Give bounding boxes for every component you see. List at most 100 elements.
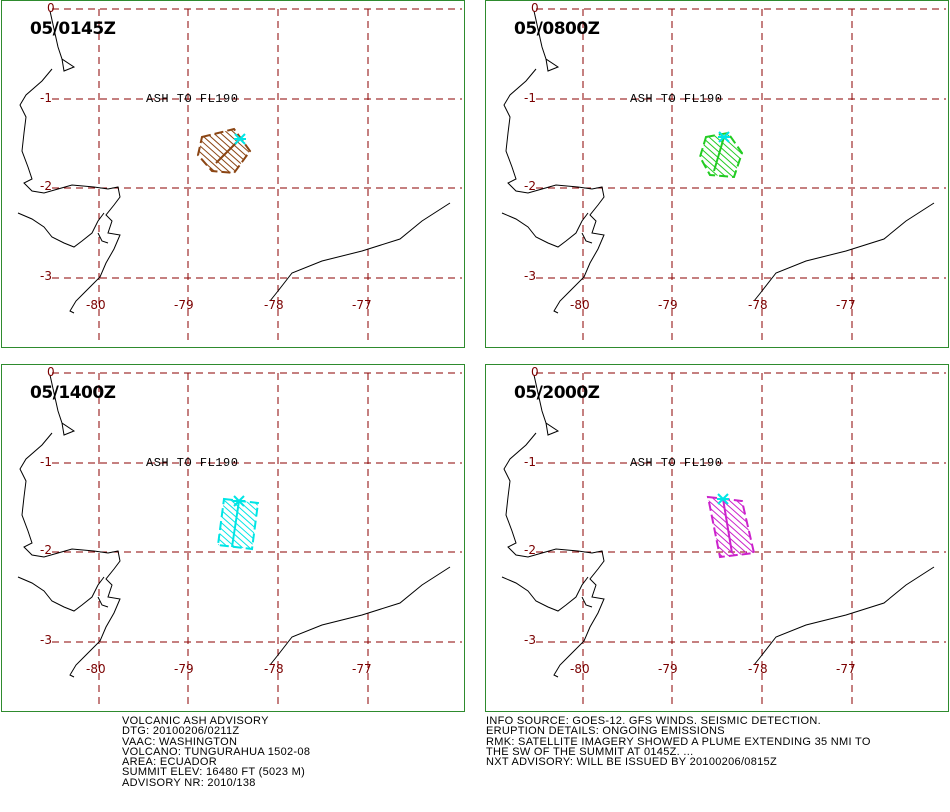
lon-label-79: -79	[174, 662, 194, 676]
lat-label-1: -1	[524, 91, 536, 105]
hatch-line	[267, 81, 447, 241]
hatch-line	[217, 129, 250, 173]
hatch-line	[198, 129, 250, 173]
hatch-line	[729, 133, 742, 177]
coastline	[17, 374, 451, 678]
hatch-line	[198, 129, 250, 173]
ash-plume-polygon	[2, 445, 465, 605]
coastline	[17, 10, 451, 314]
hatch-line	[330, 445, 465, 605]
hatch-line	[260, 445, 440, 605]
valid-time-label: 05/2000Z	[514, 383, 600, 403]
volcano-icon	[234, 133, 246, 145]
hatch-line	[486, 445, 630, 605]
hatch-line	[800, 445, 949, 605]
hatch-line	[316, 445, 465, 605]
lat-label-1: -1	[40, 455, 52, 469]
valid-time-label: 05/0145Z	[30, 19, 116, 39]
hatch-line	[245, 499, 258, 549]
coastline-path	[501, 374, 605, 678]
hatch-line	[2, 81, 132, 241]
next-advisory: NXT ADVISORY: WILL BE ISSUED BY 20100206…	[486, 756, 777, 769]
hatch-line	[807, 81, 949, 241]
hatch-line	[238, 499, 258, 549]
advisory-summit-elev: SUMMIT ELEV: 16480 FT (5023 M)	[122, 766, 306, 779]
hatch-line	[765, 445, 945, 605]
hatch-line	[821, 81, 949, 241]
hatch-line	[267, 445, 447, 605]
lat-label-0: 0	[47, 365, 55, 379]
hatch-line	[245, 129, 250, 173]
map-panel-2000z: 05/2000Z ASH TO FL190 0 -1 -2 -3 -80 -79…	[485, 364, 949, 712]
hatch-line	[231, 129, 250, 173]
hatch-line	[198, 129, 250, 173]
remarks-line-2: THE SW OF THE SUMMIT AT 0145Z. ...	[486, 745, 694, 758]
hatch-line	[700, 133, 742, 177]
hatch-line	[218, 499, 258, 549]
map-canvas	[486, 372, 949, 705]
advisory-header-block: VOLCANIC ASH ADVISORY DTG: 20100206/0211…	[122, 715, 310, 788]
hatch-line	[700, 133, 742, 177]
coastline-path	[17, 374, 121, 678]
hatch-line	[344, 445, 465, 605]
coastline	[501, 374, 935, 678]
hatch-line	[779, 81, 949, 241]
lon-label-77: -77	[836, 662, 856, 676]
lat-lon-grid	[52, 8, 462, 341]
advisory-dtg: DTG: 20100206/0211Z	[122, 725, 240, 738]
hatch-line	[486, 445, 623, 605]
hatch-line	[224, 129, 250, 173]
border-line	[269, 566, 451, 666]
plume-hatching	[2, 445, 465, 605]
hatch-line	[700, 133, 742, 177]
border-line	[753, 566, 935, 666]
hatch-line	[218, 499, 258, 549]
ash-height-label: ASH TO FL190	[146, 456, 239, 470]
hatch-line	[198, 129, 250, 173]
hatch-line	[758, 445, 938, 605]
lon-label-77: -77	[352, 662, 372, 676]
hatch-line	[765, 81, 945, 241]
lat-label-2: -2	[524, 543, 536, 557]
lat-label-0: 0	[531, 365, 539, 379]
hatch-line	[786, 445, 949, 605]
hatch-line	[708, 497, 754, 557]
coastline	[501, 10, 935, 314]
valid-time-label: 05/0800Z	[514, 19, 600, 39]
remarks-line-1: RMK: SATELLITE IMAGERY SHOWED A PLUME EX…	[486, 735, 871, 748]
hatch-line	[274, 81, 454, 241]
hatch-line	[828, 81, 949, 241]
eruption-details: ERUPTION DETAILS: ONGOING EMISSIONS	[486, 725, 725, 738]
hatch-line	[260, 81, 440, 241]
plume-axis	[713, 136, 725, 172]
map-canvas	[486, 8, 949, 341]
lat-lon-grid	[52, 372, 462, 705]
hatch-line	[252, 499, 258, 549]
hatch-line	[337, 445, 465, 605]
lon-label-78: -78	[748, 662, 768, 676]
hatch-line	[751, 81, 931, 241]
hatch-line	[736, 497, 754, 557]
hatch-line	[743, 497, 754, 557]
lat-label-0: 0	[47, 1, 55, 15]
hatch-line	[814, 81, 949, 241]
lon-label-79: -79	[658, 662, 678, 676]
lon-label-79: -79	[658, 298, 678, 312]
hatch-line	[2, 445, 146, 605]
hatch-line	[486, 445, 616, 605]
map-panel-0800z: 05/0800Z ASH TO FL190 0 -1 -2 -3 -80 -79…	[485, 0, 949, 348]
hatch-line	[2, 445, 153, 605]
hatch-line	[295, 81, 465, 241]
hatch-line	[218, 499, 258, 549]
hatch-line	[309, 445, 465, 605]
lat-label-0: 0	[531, 1, 539, 15]
hatch-line	[486, 81, 630, 241]
hatch-line	[309, 81, 465, 241]
hatch-line	[729, 497, 754, 557]
hatch-line	[744, 81, 924, 241]
hatch-line	[772, 445, 949, 605]
plume-outline	[698, 131, 744, 179]
hatch-line	[337, 81, 465, 241]
hatch-line	[288, 81, 465, 241]
hatch-line	[2, 81, 139, 241]
